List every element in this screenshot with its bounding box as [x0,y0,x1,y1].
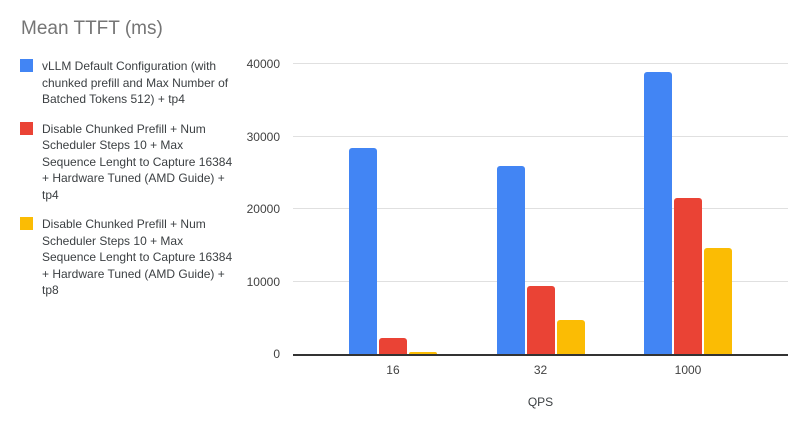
bar [496,166,525,354]
x-axis-title: QPS [527,395,554,409]
legend-label: Disable Chunked Prefill + Num Scheduler … [42,121,233,202]
y-gridline [293,280,788,282]
x-tick-label: 16 [386,363,400,377]
legend-label: Disable Chunked Prefill + Num Scheduler … [42,217,233,297]
bar [556,319,585,354]
bar [348,148,377,354]
bar [644,71,672,354]
x-tick-label: 1000 [674,363,702,377]
legend-swatch-icon [20,217,33,230]
y-gridline [293,135,788,137]
y-gridline [293,63,788,64]
y-gridline [293,208,788,209]
bar [526,285,555,354]
bar [704,248,732,354]
y-tick-label: 40000 [246,57,280,71]
y-tick-label: 30000 [246,129,280,144]
legend-item: Disable Chunked Prefill + Num Scheduler … [20,216,235,299]
bar-group-qps-32 [496,166,585,354]
legend-swatch-icon [20,121,33,135]
bar-group-qps-1000 [644,71,732,354]
bar [408,352,437,354]
legend-item: Disable Chunked Prefill + Num Scheduler … [20,121,235,204]
y-tick-label: 20000 [246,202,280,216]
y-tick-label: 0 [273,347,280,361]
plot-area: QPS 0 10000 20000 30000 40000 16 32 1000 [247,57,788,409]
bar [378,337,407,354]
legend-swatch-icon [20,59,33,72]
chart-title: Mean TTFT (ms) [21,18,163,39]
bar [674,198,702,354]
legend-label: vLLM Default Configuration (with chunked… [42,59,229,106]
legend-item: vLLM Default Configuration (with chunked… [20,58,235,108]
y-tick-label: 10000 [246,274,280,289]
legend: vLLM Default Configuration (with chunked… [20,58,235,299]
x-tick-label: 32 [533,363,548,377]
bar-group-qps-16 [348,148,437,354]
